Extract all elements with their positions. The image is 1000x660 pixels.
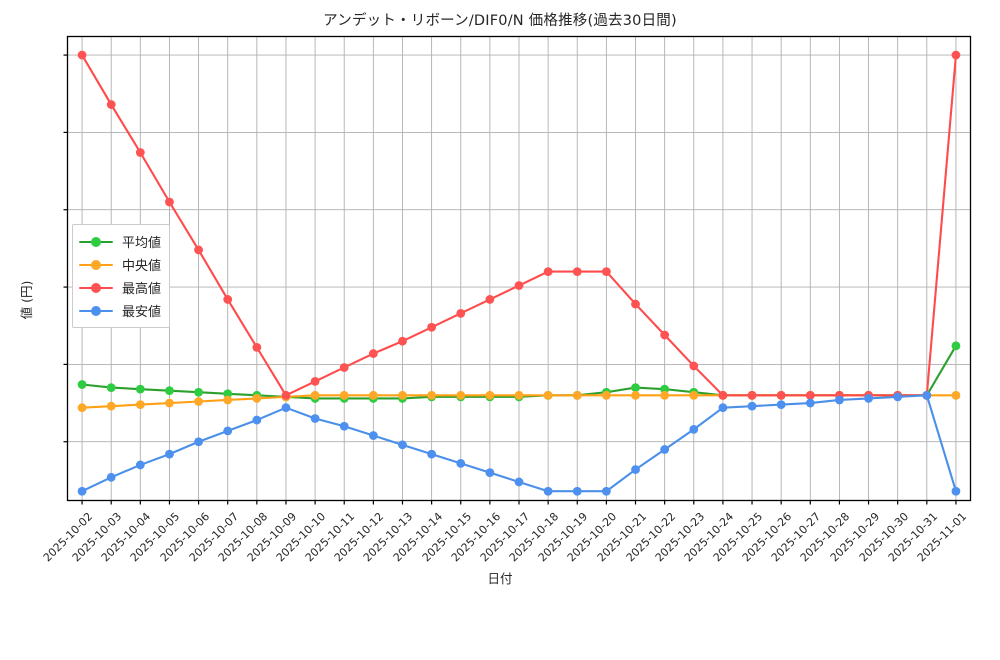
legend-label: 平均値: [122, 232, 161, 251]
legend-marker-icon: [79, 258, 113, 272]
chart-legend: 平均値中央値最高値最安値: [72, 224, 170, 328]
legend-item-1[interactable]: 平均値: [79, 230, 161, 253]
legend-label: 最安値: [122, 301, 161, 320]
legend-marker-icon: [79, 304, 113, 318]
legend-label: 最高値: [122, 278, 161, 297]
legend-marker-icon: [79, 281, 113, 295]
legend-label: 中央値: [122, 255, 161, 274]
grid-lines: [68, 37, 971, 501]
legend-item-2[interactable]: 中央値: [79, 253, 161, 276]
axis-ticks: [64, 55, 956, 504]
legend-marker-icon: [79, 235, 113, 249]
chart-figure: アンデット・リボーン/DIF0/N 価格推移(過去30日間) 値 (円) 日付 …: [0, 0, 1000, 600]
legend-item-3[interactable]: 最高値: [79, 276, 161, 299]
legend-item-4[interactable]: 最安値: [79, 299, 161, 322]
